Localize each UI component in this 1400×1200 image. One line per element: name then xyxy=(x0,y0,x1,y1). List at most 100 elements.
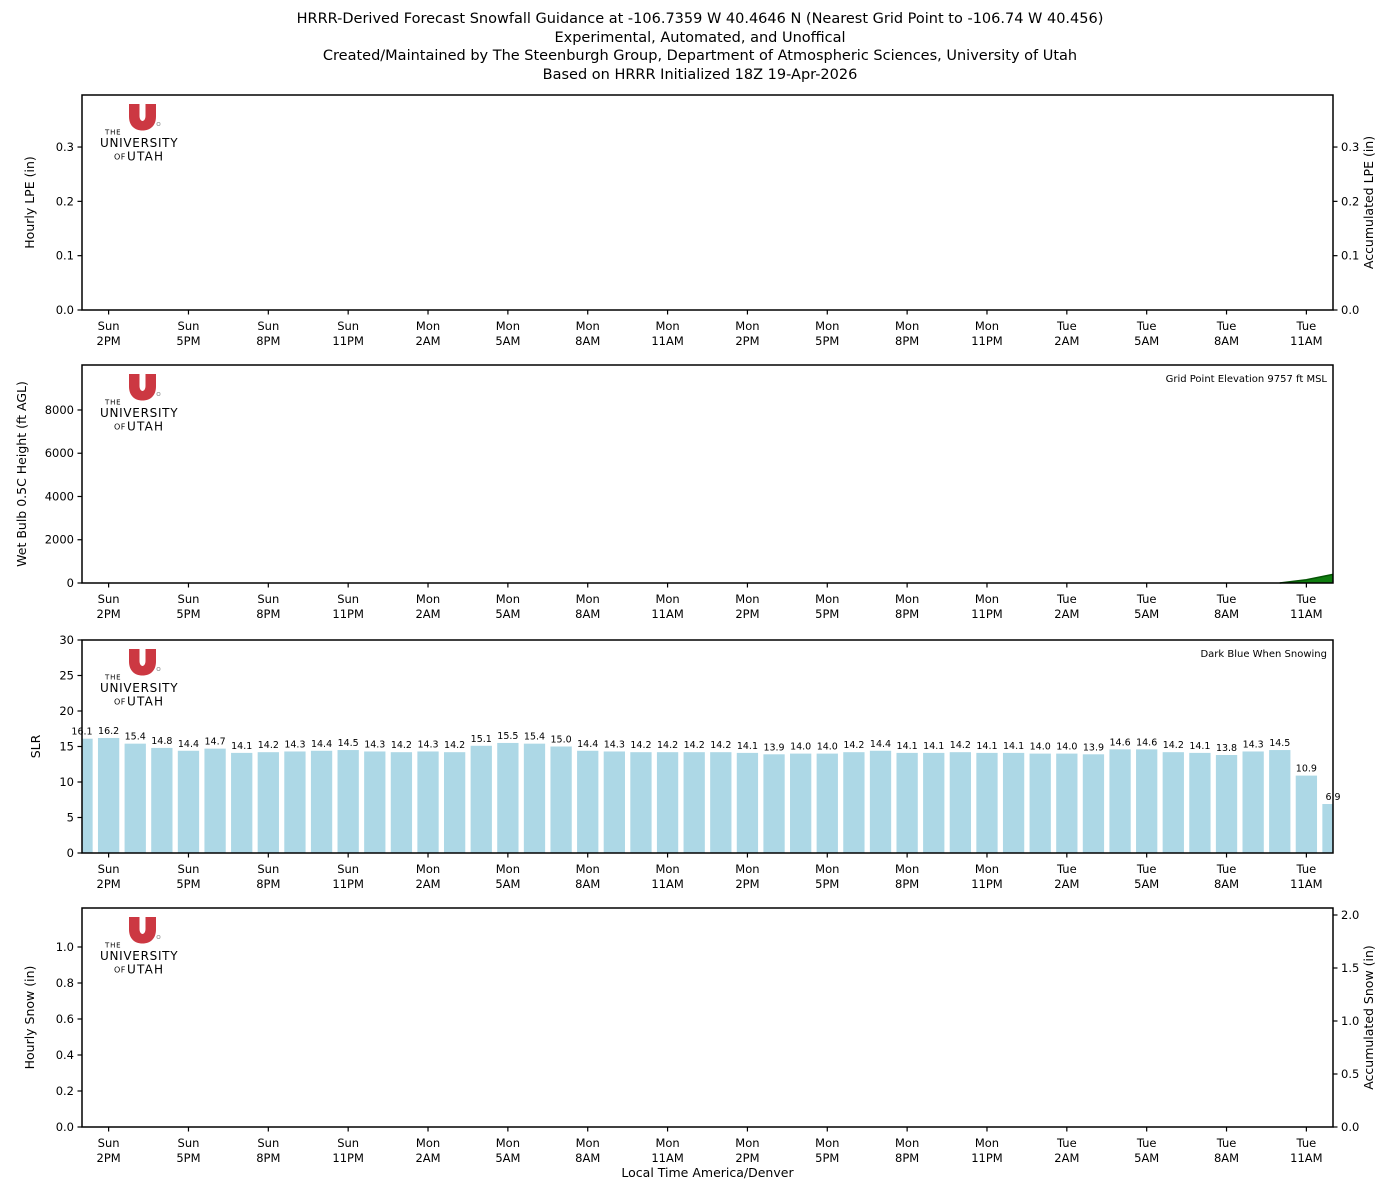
x-tick-day-label: Mon xyxy=(895,592,919,606)
slr-bar xyxy=(683,752,705,853)
slr-bar-value-label: 15.4 xyxy=(125,732,146,743)
y-tick-label: 0.0 xyxy=(56,303,74,317)
slr-bar xyxy=(923,752,945,853)
x-tick-day-label: Mon xyxy=(895,319,919,333)
x-tick-time-label: 2PM xyxy=(735,334,759,348)
slr-bar xyxy=(656,752,679,853)
x-tick-day-label: Mon xyxy=(895,1136,919,1150)
y-tick-label: 6000 xyxy=(45,446,74,460)
slr-bar xyxy=(151,747,173,853)
x-tick-time-label: 11PM xyxy=(332,877,364,891)
slr-bar xyxy=(603,751,625,853)
plot-border xyxy=(81,907,1334,1128)
u-logo-mark xyxy=(129,104,156,131)
x-tick-day-label: Mon xyxy=(815,1136,839,1150)
logo-utah: UTAH xyxy=(127,695,164,709)
x-tick-time-label: 5PM xyxy=(815,877,839,891)
x-tick-day-label: Tue xyxy=(1296,592,1317,606)
x-tick-time-label: 2AM xyxy=(1054,877,1079,891)
x-tick-time-label: 2AM xyxy=(1054,334,1079,348)
slr-bar xyxy=(1002,752,1025,853)
y-tick-label-right: 1.5 xyxy=(1341,961,1359,975)
y-axis-label-left: Hourly LPE (in) xyxy=(22,156,37,248)
slr-bar-value-label: 14.1 xyxy=(923,741,944,752)
x-tick-time-label: 8PM xyxy=(895,334,919,348)
x-tick-time-label: 2AM xyxy=(1054,607,1079,621)
slr-bar-value-label: 14.4 xyxy=(311,739,332,750)
x-tick-time-label: 8PM xyxy=(256,877,280,891)
x-tick-day-label: Mon xyxy=(576,592,600,606)
slr-bar-value-label: 14.3 xyxy=(364,739,385,750)
slr-bar xyxy=(97,737,120,853)
x-tick-day-label: Tue xyxy=(1136,1136,1157,1150)
x-tick-day-label: Sun xyxy=(178,319,200,333)
slr-bar-value-label: 14.1 xyxy=(897,741,918,752)
y-tick-label: 0.2 xyxy=(56,1084,74,1098)
x-tick-day-label: Mon xyxy=(815,862,839,876)
registered-trademark-icon xyxy=(156,391,161,396)
logo-university: UNIVERSITY xyxy=(100,136,178,150)
slr-bar xyxy=(1269,750,1291,853)
y-tick-label-right: 0.3 xyxy=(1341,140,1359,154)
slr-bar xyxy=(869,750,892,853)
x-tick-day-label: Tue xyxy=(1296,1136,1317,1150)
slr-bar-value-label: 14.3 xyxy=(417,739,438,750)
x-tick-day-label: Mon xyxy=(735,592,759,606)
slr-bar xyxy=(497,742,519,853)
x-tick-time-label: 8AM xyxy=(575,607,600,621)
x-tick-day-label: Sun xyxy=(257,1136,279,1150)
slr-bar-value-label: 14.3 xyxy=(604,739,625,750)
plot-annotation: Grid Point Elevation 9757 ft MSL xyxy=(1166,374,1328,385)
logo-the: THE xyxy=(104,942,121,950)
y-tick-label-right: 0.1 xyxy=(1341,249,1359,263)
slr-bar xyxy=(1136,749,1158,853)
x-tick-day-label: Sun xyxy=(257,592,279,606)
x-tick-day-label: Mon xyxy=(975,862,999,876)
slr-bar-value-label: 14.4 xyxy=(870,739,891,750)
logo-university: UNIVERSITY xyxy=(100,406,178,420)
slr-bar-value-label: 13.9 xyxy=(1083,742,1104,753)
y-tick-label: 0.4 xyxy=(56,1048,74,1062)
slr-bar-value-label: 14.2 xyxy=(1163,740,1184,751)
y-tick-label: 30 xyxy=(59,633,74,647)
y-tick-label: 0 xyxy=(67,846,74,860)
x-tick-day-label: Mon xyxy=(735,862,759,876)
slr-bar-value-label: 14.2 xyxy=(444,740,465,751)
x-tick-time-label: 5PM xyxy=(176,607,200,621)
slr-bar-value-label: 14.2 xyxy=(391,740,412,751)
slr-bar-value-label: 14.2 xyxy=(843,740,864,751)
u-logo-mark xyxy=(129,649,156,676)
x-tick-time-label: 8PM xyxy=(256,607,280,621)
slr-bar-value-label: 14.2 xyxy=(710,740,731,751)
x-tick-time-label: 11AM xyxy=(651,1151,683,1165)
x-tick-time-label: 5PM xyxy=(176,877,200,891)
x-tick-time-label: 8AM xyxy=(1214,607,1239,621)
slr-bar xyxy=(364,751,386,853)
slr-bar xyxy=(204,748,226,853)
slr-bar xyxy=(1056,753,1078,853)
x-tick-time-label: 2PM xyxy=(97,334,121,348)
slr-bar-value-label: 14.2 xyxy=(657,740,678,751)
plot-border xyxy=(81,364,1334,584)
slr-bar xyxy=(310,750,333,853)
x-tick-day-label: Sun xyxy=(337,862,359,876)
x-tick-time-label: 2PM xyxy=(735,607,759,621)
slr-bar-value-label: 15.5 xyxy=(497,731,518,742)
slr-bar-value-label: 14.1 xyxy=(1003,741,1024,752)
subplot-wet-bulb-height: 02000400060008000Sun2PMSun5PMSun8PMSun11… xyxy=(14,364,1334,621)
subplot-slr: 16.1 16.215.4 14.8 14.4 14.7 14.1 14.2 14.3 14.4… xyxy=(28,633,1341,891)
registered-trademark-icon xyxy=(156,121,161,126)
x-tick-time-label: 5AM xyxy=(495,334,520,348)
x-tick-day-label: Mon xyxy=(416,1136,440,1150)
slr-bar-value-label: 14.1 xyxy=(231,741,252,752)
slr-bar xyxy=(843,752,865,853)
logo-of: OF xyxy=(114,698,126,707)
x-tick-time-label: 8AM xyxy=(1214,1151,1239,1165)
slr-bar-value-label: 14.4 xyxy=(178,739,199,750)
y-tick-label-right: 1.0 xyxy=(1341,1014,1359,1028)
x-tick-time-label: 2AM xyxy=(1054,1151,1079,1165)
